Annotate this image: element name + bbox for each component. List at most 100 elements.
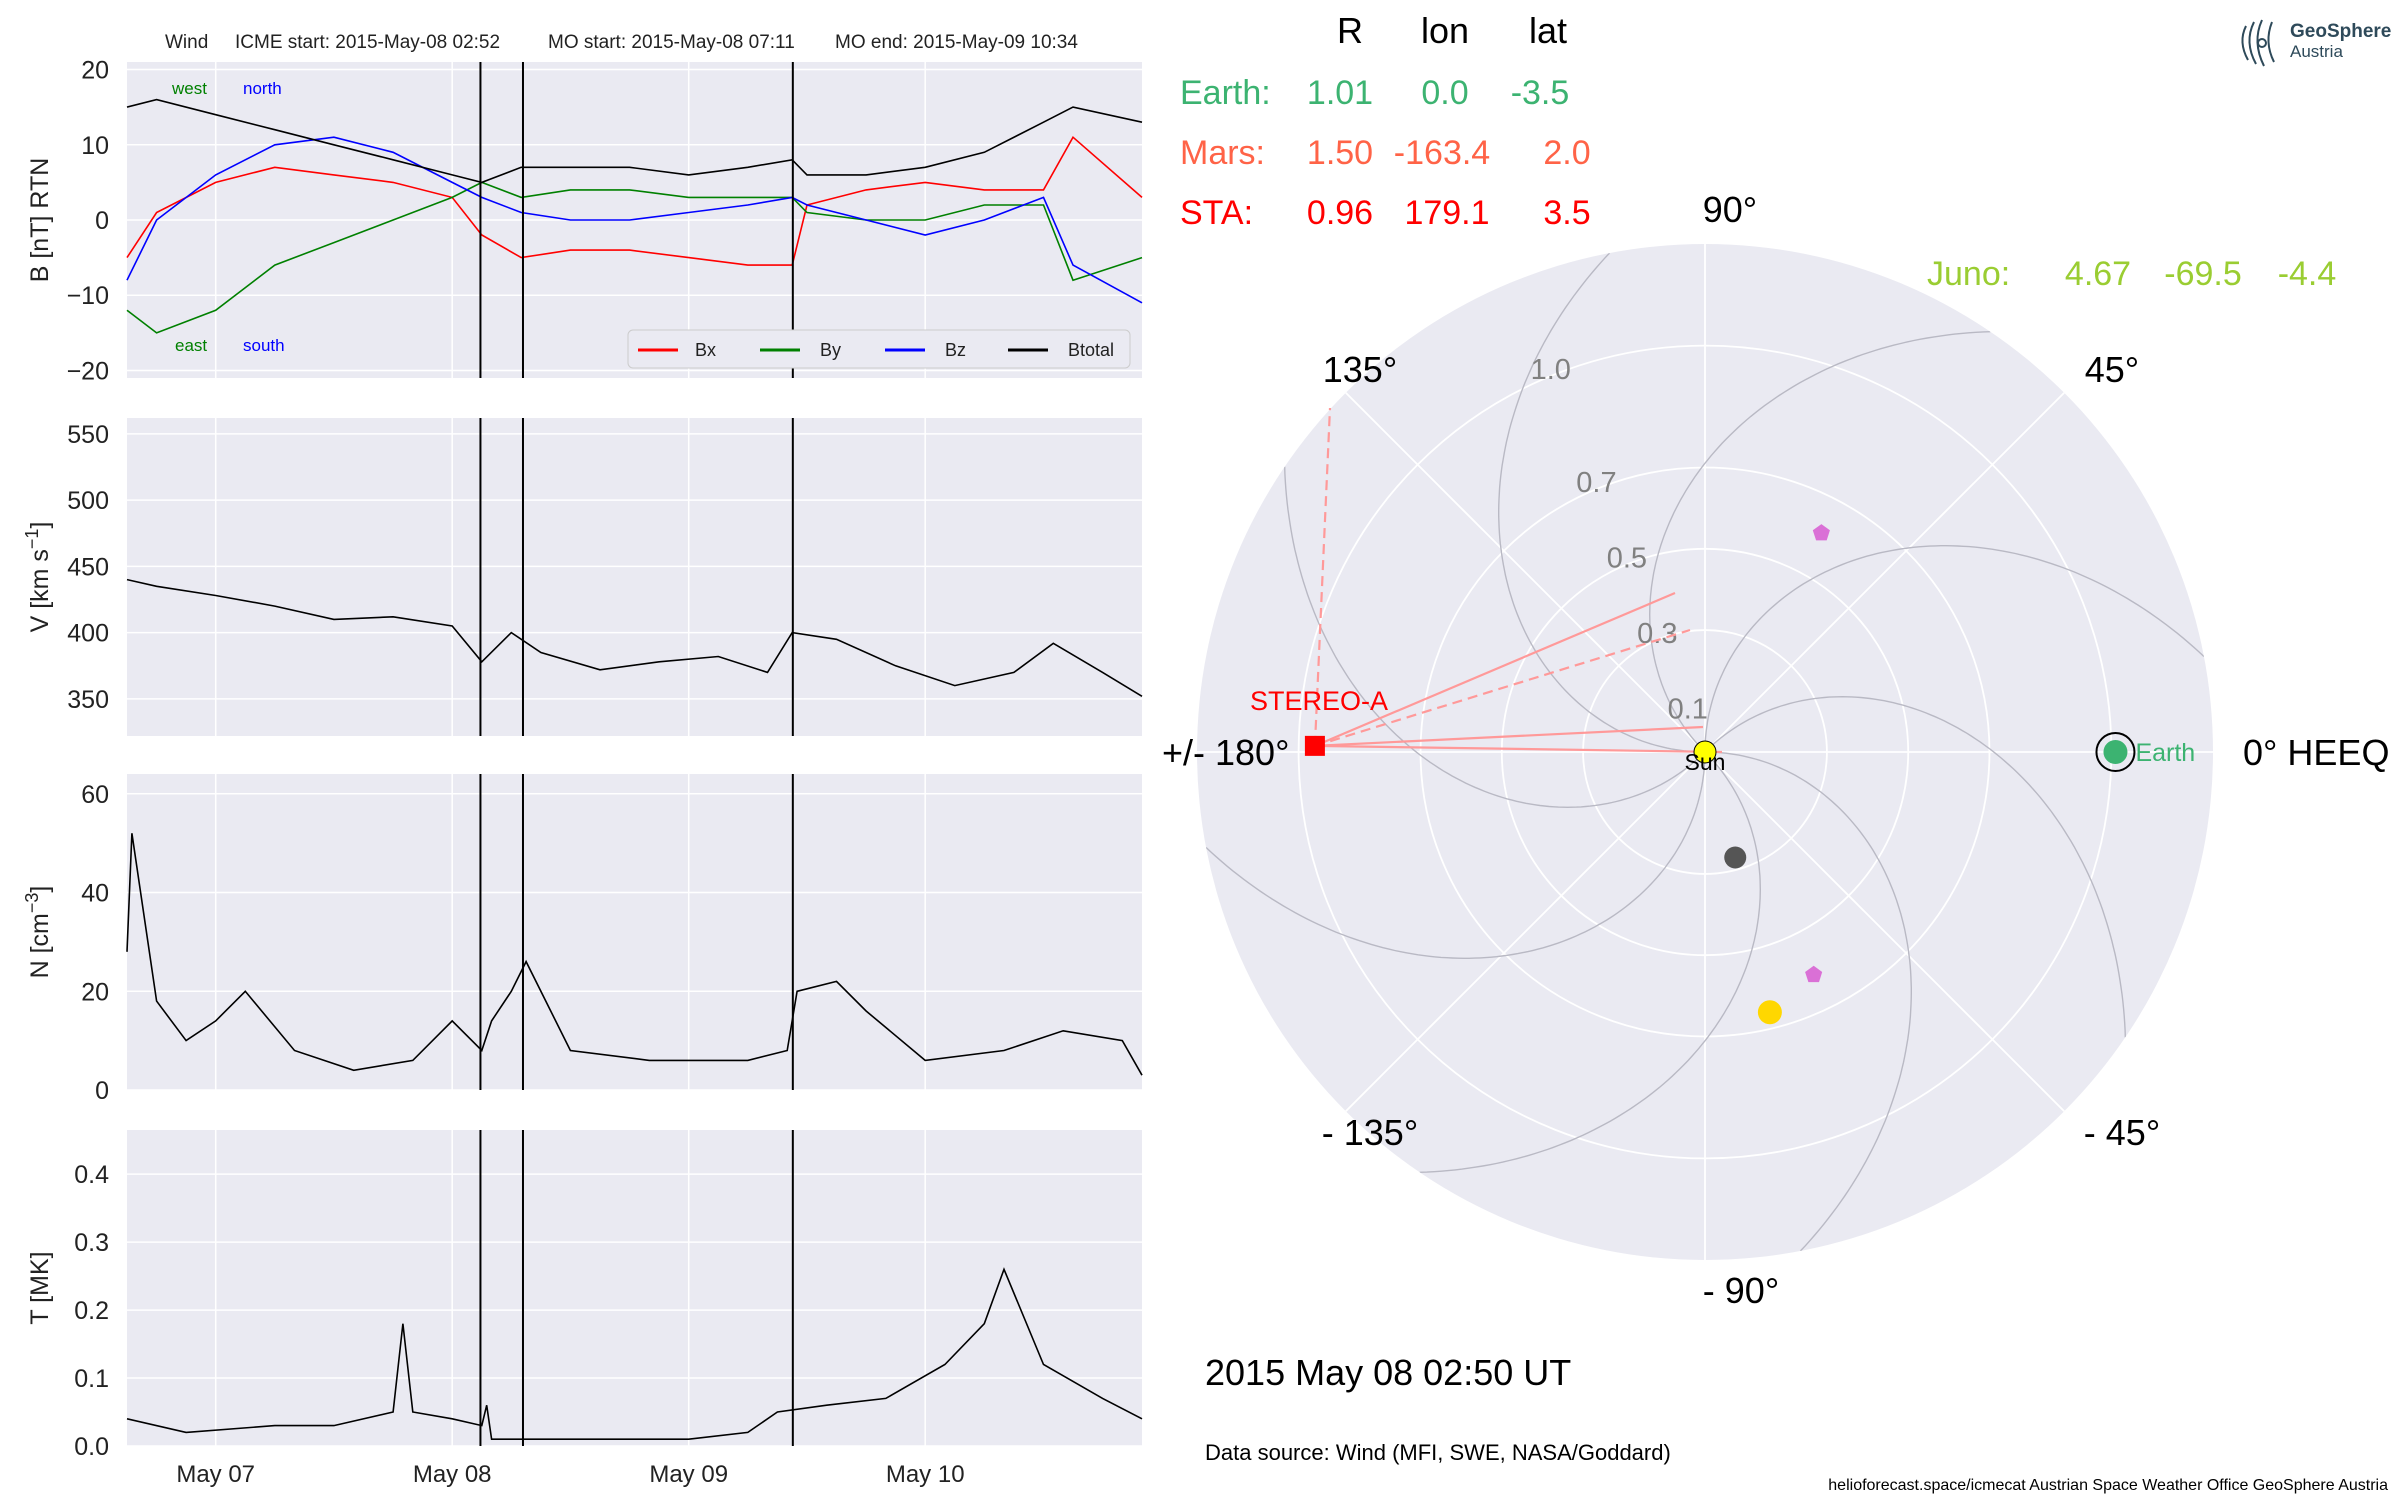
earth-row-lat: -3.5 xyxy=(1511,74,1570,112)
coordinate-label: 0° HEEQ xyxy=(2243,732,2389,773)
magnetic-field-panel: 20 10 0 −10 −20 B [nT] RTN xyxy=(26,57,1143,385)
y-axis-label: B [nT] RTN xyxy=(26,158,54,283)
y-tick-label: 450 xyxy=(67,553,109,581)
y-tick-label: 0.4 xyxy=(74,1161,109,1189)
earth-marker xyxy=(2103,740,2128,764)
mars-row-lat: 2.0 xyxy=(1543,134,1590,172)
sta-row-name: STA: xyxy=(1180,194,1253,232)
juno-row-r: 4.67 xyxy=(2065,255,2131,293)
planet-marker-violet xyxy=(1812,524,1830,541)
parker-spiral-line xyxy=(1648,331,1991,753)
y-tick-label: 0.0 xyxy=(74,1433,109,1461)
parker-spiral-line xyxy=(1705,751,1912,1252)
legend-label-bz: Bz xyxy=(945,340,966,360)
series-line-bx xyxy=(126,135,1143,266)
mag-legend: Bx By Bz Btotal xyxy=(627,329,1131,369)
juno-row-lat: -4.4 xyxy=(2278,255,2337,293)
polar-spoke xyxy=(1704,392,2065,753)
polar-spoke xyxy=(1704,751,2065,1112)
header-r: R xyxy=(1337,10,1363,51)
radial-tick-label: 1.0 xyxy=(1531,354,1571,386)
earth-row-name: Earth: xyxy=(1180,74,1271,112)
x-tick-label: May 08 xyxy=(413,1461,492,1488)
sta-row-r: 0.96 xyxy=(1307,194,1373,232)
header-lon: lon xyxy=(1421,10,1469,51)
data-source: Data source: Wind (MFI, SWE, NASA/Goddar… xyxy=(1205,1440,1671,1465)
speed-panel: 550 500 450 400 350 V [km s−1] xyxy=(22,418,1143,736)
series-line-n xyxy=(126,833,1143,1076)
y-tick-label: 500 xyxy=(67,487,109,515)
mars-row-lon: -163.4 xyxy=(1394,134,1490,172)
mo-start: MO start: 2015-May-08 07:11 xyxy=(548,32,795,53)
parker-spirals xyxy=(1205,252,2205,1252)
y-axis-label-superscript: −1 xyxy=(22,529,42,550)
y-tick-label: 10 xyxy=(81,132,109,160)
x-tick-label: May 09 xyxy=(649,1461,728,1488)
angle-label-135: 135° xyxy=(1323,349,1397,390)
y-axis-label: T [MK] xyxy=(26,1251,54,1324)
parker-spiral-line xyxy=(1704,545,2205,752)
north-annotation: north xyxy=(243,79,282,98)
sun-marker xyxy=(1693,740,1717,764)
parker-spiral-line xyxy=(1205,752,1706,959)
earth-row-lon: 0.0 xyxy=(1421,74,1468,112)
sta-row-lon: 179.1 xyxy=(1404,194,1489,232)
angle-label-minus135: - 135° xyxy=(1322,1112,1418,1153)
series-line-by xyxy=(126,181,1143,334)
header-lat: lat xyxy=(1529,10,1567,51)
west-annotation: west xyxy=(171,79,207,98)
logo-line2: Austria xyxy=(2290,42,2343,61)
y-tick-label: 60 xyxy=(81,781,109,809)
y-axis-label: N [cm−3] xyxy=(22,886,54,979)
angle-label-180: +/- 180° xyxy=(1162,732,1289,773)
angle-label-45: 45° xyxy=(2085,349,2139,390)
stereo-a-label: STEREO-A xyxy=(1250,686,1388,716)
parker-spiral-line xyxy=(1498,252,1705,753)
spacecraft-name: Wind xyxy=(165,32,208,53)
legend-label-bx: Bx xyxy=(695,340,716,360)
positions-table: R lon lat Earth: 1.01 0.0 -3.5 Mars: 1.5… xyxy=(1180,10,2336,293)
sta-fov-line xyxy=(1314,591,1676,747)
parker-spiral-line xyxy=(1419,751,1762,1173)
juno-row-name: Juno: xyxy=(1927,255,2010,293)
y-tick-label: 550 xyxy=(67,421,109,449)
y-tick-label: 400 xyxy=(67,620,109,648)
angle-label-90: 90° xyxy=(1703,189,1757,230)
juno-row-lon: -69.5 xyxy=(2164,255,2242,293)
sta-fov-line xyxy=(1314,725,1704,747)
earth-row-r: 1.01 xyxy=(1307,74,1373,112)
datetime-label: 2015 May 08 02:50 UT xyxy=(1205,1352,1571,1393)
series-line-btotal xyxy=(126,98,1143,184)
legend-label-by: By xyxy=(820,340,841,360)
y-axis-label-tail: ] xyxy=(26,886,54,893)
earth-label: Earth xyxy=(2135,739,2195,767)
y-tick-label: −20 xyxy=(67,357,109,385)
planet-marker-gray xyxy=(1724,846,1747,869)
y-axis-label-tail: ] xyxy=(26,522,54,529)
series-line-v xyxy=(126,578,1143,697)
y-tick-label: 0.3 xyxy=(74,1229,109,1257)
planet-marker-yellow xyxy=(1757,1000,1782,1025)
y-tick-label: 350 xyxy=(67,686,109,714)
sun-label: Sun xyxy=(1685,749,1726,775)
stereo-a-view-lines xyxy=(1313,407,1723,754)
panel-background xyxy=(127,1130,1142,1446)
radial-tick-label: 0.7 xyxy=(1576,467,1616,499)
angle-label-minus90: - 90° xyxy=(1703,1270,1779,1311)
y-tick-label: 0.1 xyxy=(74,1365,109,1393)
y-tick-label: 0 xyxy=(95,207,109,235)
logo-line1: GeoSphere xyxy=(2290,21,2391,42)
temperature-panel: 0.4 0.3 0.2 0.1 0.0 T [MK] May 07 May 08 May 09 M… xyxy=(26,1130,1143,1488)
sta-row-lat: 3.5 xyxy=(1543,194,1590,232)
mo-end: MO end: 2015-May-09 10:34 xyxy=(835,32,1078,53)
y-tick-label: 0 xyxy=(95,1077,109,1105)
y-tick-label: 20 xyxy=(81,978,109,1006)
y-tick-label: 40 xyxy=(81,880,109,908)
planet-marker-violet xyxy=(1805,965,1823,983)
geosphere-logo: GeoSphere Austria xyxy=(2241,19,2391,67)
series-line-bz xyxy=(126,136,1143,304)
angle-label-minus45: - 45° xyxy=(2084,1112,2160,1153)
geosphere-logo-mark xyxy=(2241,19,2275,67)
